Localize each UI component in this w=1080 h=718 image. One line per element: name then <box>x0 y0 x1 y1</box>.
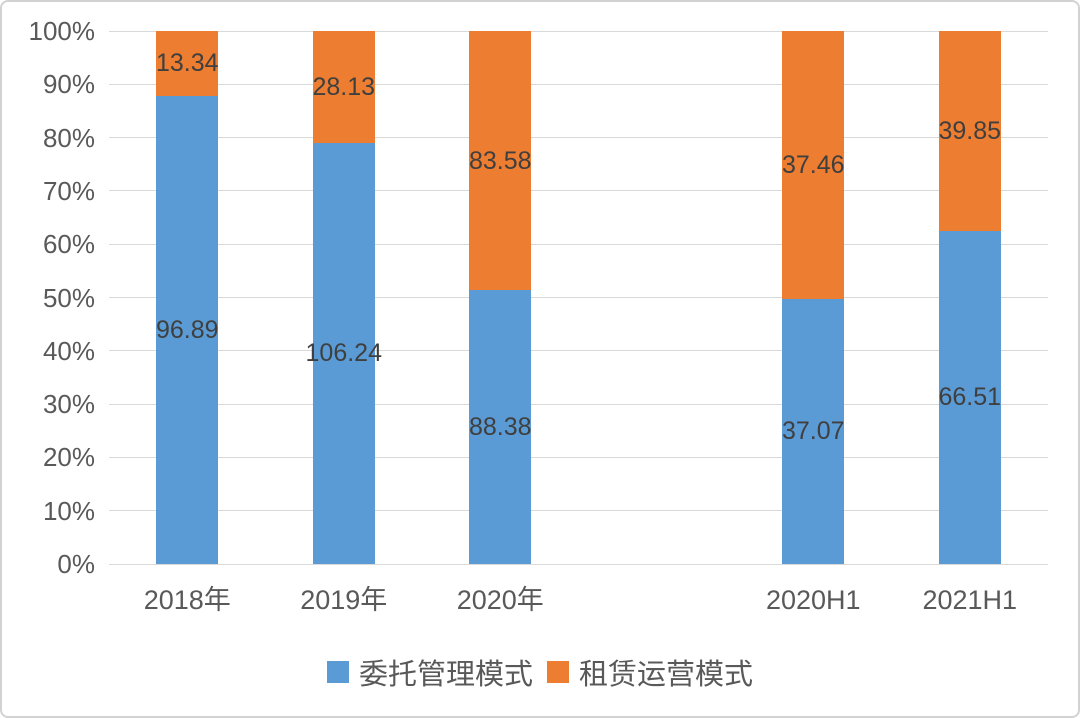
bar-segment-租赁运营模式-2021H1 <box>938 31 1001 231</box>
gridline-70 <box>109 190 1048 192</box>
bar-segment-委托管理模式-2018年 <box>156 95 219 564</box>
legend-label-series-1: 租赁运营模式 <box>579 659 754 691</box>
gridline-10 <box>109 510 1048 512</box>
y-axis-tick-label-20: 20% <box>42 442 95 473</box>
y-axis-tick-label-40: 40% <box>42 335 95 366</box>
y-axis-tick-label-90: 90% <box>42 69 95 100</box>
y-axis-tick-label-0: 0% <box>57 549 95 579</box>
y-axis-tick-label-50: 50% <box>42 282 95 313</box>
bar-segment-委托管理模式-2019年 <box>312 142 375 564</box>
legend-swatch-blue <box>326 661 349 683</box>
data-label-委托管理模式-2021H1: 66.51 <box>938 383 1002 412</box>
gridline-0 <box>109 563 1048 565</box>
legend: 委托管理模式 租赁运营模式 <box>2 648 1078 696</box>
data-label-委托管理模式-2020年: 88.38 <box>468 413 532 442</box>
gridline-60 <box>109 243 1048 245</box>
y-axis-tick-label-30: 30% <box>42 389 95 420</box>
legend-item-series-0: 委托管理模式 <box>326 651 533 693</box>
data-label-租赁运营模式-2020年: 83.58 <box>468 146 532 175</box>
data-label-租赁运营模式-2020H1: 37.46 <box>781 150 845 179</box>
bar-segment-租赁运营模式-2019年 <box>312 31 375 143</box>
gridline-100 <box>109 30 1048 32</box>
legend-label-series-0: 委托管理模式 <box>358 659 533 691</box>
y-axis-tick-label-70: 70% <box>42 175 95 206</box>
legend-swatch-orange <box>547 661 569 683</box>
x-axis-label-2020年: 2020年 <box>456 585 544 615</box>
data-label-委托管理模式-2020H1: 37.07 <box>781 417 845 446</box>
bar-segment-委托管理模式-2020年 <box>469 290 532 564</box>
x-axis-label-2018年: 2018年 <box>143 585 231 615</box>
gridline-30 <box>109 403 1048 405</box>
bar-segment-租赁运营模式-2020年 <box>469 31 532 291</box>
gridline-50 <box>109 297 1048 298</box>
data-label-租赁运营模式-2019年: 28.13 <box>312 72 376 101</box>
gridline-90 <box>109 83 1048 85</box>
gridline-20 <box>109 456 1048 458</box>
gridline-80 <box>109 137 1048 139</box>
y-axis-tick-label-100: 100% <box>28 16 96 46</box>
data-label-租赁运营模式-2021H1: 39.85 <box>938 116 1002 145</box>
y-axis-tick-label-10: 10% <box>42 495 95 526</box>
bar-segment-租赁运营模式-2020H1 <box>782 31 845 299</box>
bar-segment-委托管理模式-2020H1 <box>782 298 845 564</box>
data-label-委托管理模式-2018年: 96.89 <box>155 315 219 344</box>
bar-segment-委托管理模式-2021H1 <box>938 230 1001 564</box>
gridline-40 <box>109 350 1048 352</box>
legend-item-series-1: 租赁运营模式 <box>547 651 753 693</box>
y-axis-tick-label-60: 60% <box>42 229 95 260</box>
data-label-租赁运营模式-2018年: 13.34 <box>155 49 219 78</box>
bar-segment-租赁运营模式-2018年 <box>156 31 219 96</box>
x-axis-label-2021H1: 2021H1 <box>922 585 1018 615</box>
x-axis-label-2020H1: 2020H1 <box>765 585 861 615</box>
x-axis-label-2019年: 2019年 <box>300 585 388 615</box>
y-axis-tick-label-80: 80% <box>42 122 95 153</box>
data-label-委托管理模式-2019年: 106.24 <box>305 339 382 368</box>
